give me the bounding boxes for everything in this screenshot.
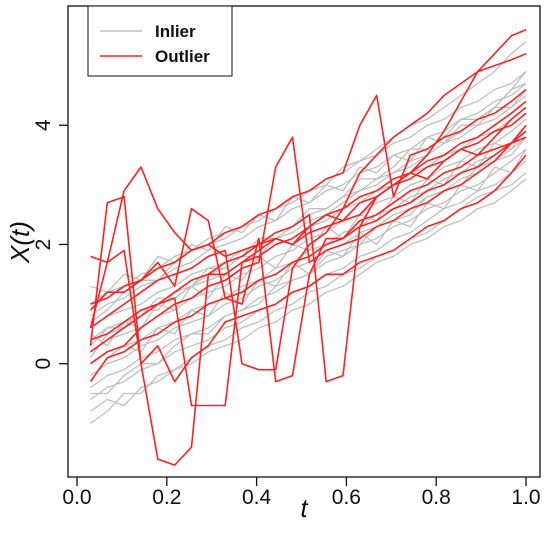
- x-tick-label-4: 0.8: [422, 486, 451, 509]
- legend: Inlier Outlier: [87, 5, 233, 77]
- x-tick-label-5: 1.0: [511, 486, 540, 509]
- x-tick-label-1: 0.2: [152, 486, 181, 509]
- x-axis-title: t: [300, 493, 309, 523]
- y-tick-label-0: 0: [32, 358, 55, 370]
- y-tick-label-2: 4: [32, 119, 55, 131]
- outlier-series-line-21: [90, 124, 527, 365]
- plot-frame: [67, 5, 541, 478]
- series-layer: [89, 29, 527, 466]
- inlier-series-line-17: [90, 82, 527, 347]
- y-axis-title: X(t): [5, 221, 35, 264]
- legend-outlier-label: Outlier: [155, 47, 210, 66]
- outlier-series-line-22: [89, 130, 527, 383]
- inlier-series-line-0: [90, 178, 527, 412]
- outlier-series-line-26: [90, 112, 527, 383]
- outlier-series-line-20: [89, 29, 527, 466]
- legend-box: [87, 5, 233, 77]
- outlier-series-line-23: [89, 136, 527, 383]
- outlier-series-line-27: [90, 88, 527, 305]
- outlier-series-line-24: [90, 52, 527, 371]
- outlier-series-line-18: [89, 154, 527, 383]
- x-tick-label-0: 0.0: [62, 486, 91, 509]
- x-tick-label-2: 0.4: [242, 486, 272, 509]
- y-axis: 0 2 4: [32, 119, 68, 370]
- legend-inlier-label: Inlier: [155, 22, 196, 41]
- x-axis: 0.0 0.2 0.4 0.6 0.8 1.0: [62, 477, 541, 509]
- outlier-series-line-25: [90, 100, 527, 407]
- inlier-series-line-11: [90, 124, 527, 347]
- inlier-series-line-5: [90, 118, 527, 353]
- y-tick-label-1: 2: [32, 239, 55, 251]
- x-tick-label-3: 0.6: [332, 486, 361, 509]
- inlier-series-line-12: [90, 89, 527, 293]
